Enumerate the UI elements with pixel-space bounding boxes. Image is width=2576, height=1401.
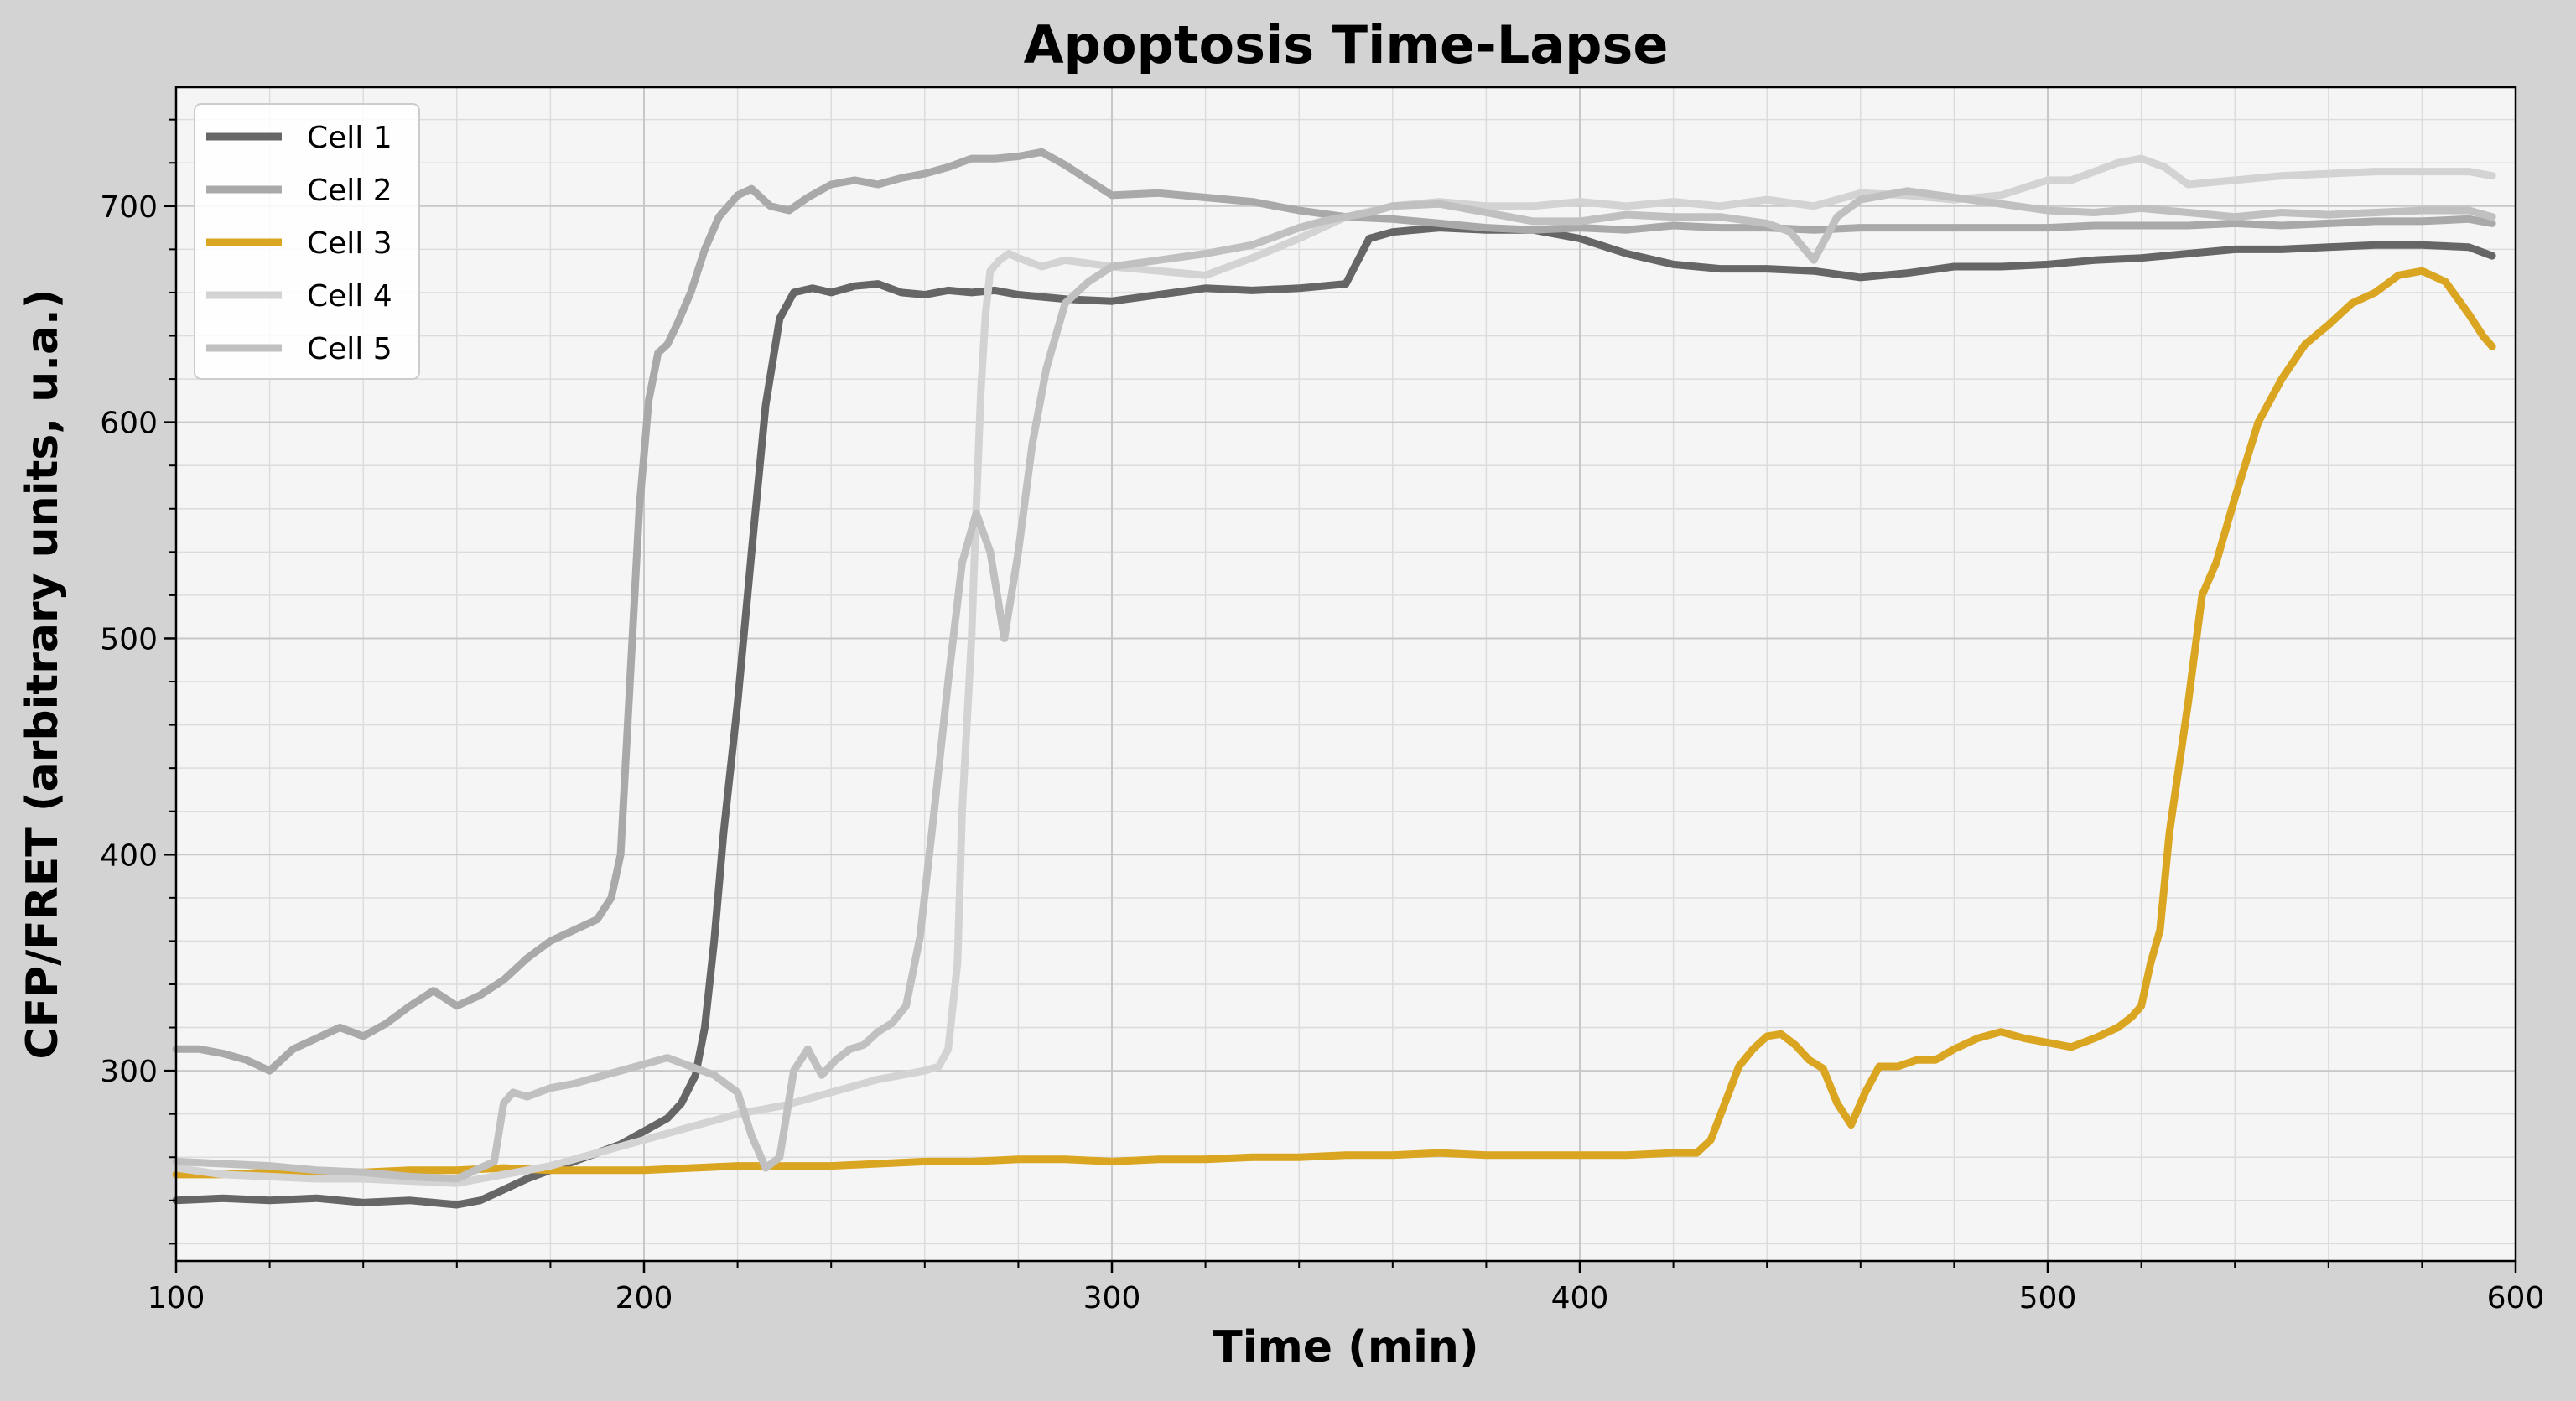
legend-label: Cell 3 (307, 226, 392, 261)
y-axis: 300 400 500 600 700 (100, 118, 176, 1245)
plot-frame (174, 86, 2517, 1263)
x-tick-label: 500 (2019, 1281, 2077, 1315)
y-tick-label: 500 (100, 622, 158, 656)
legend-label: Cell 1 (307, 121, 392, 155)
x-tick-label: 300 (1083, 1281, 1141, 1315)
x-tick-label: 100 (148, 1281, 205, 1315)
y-tick-label: 700 (100, 190, 158, 225)
legend-items: Cell 1 Cell 2 Cell 3 Cell 4 Cell 5 (206, 121, 392, 366)
series-layer (172, 148, 2496, 1209)
series-line-cell-5 (172, 187, 2496, 1183)
minor-grid (176, 87, 2516, 1261)
y-tick-label: 400 (100, 838, 158, 873)
plot-area (176, 87, 2516, 1261)
x-tick-label: 200 (615, 1281, 673, 1315)
legend-label: Cell 5 (307, 332, 392, 366)
y-axis-label: CFP/FRET (arbitrary units, u.a.) (18, 288, 68, 1059)
x-tick-label: 400 (1551, 1281, 1609, 1315)
legend-box (194, 103, 420, 380)
x-axis-label: Time (min) (1213, 1322, 1478, 1372)
legend-label: Cell 4 (307, 279, 392, 314)
x-axis: 100 200 300 400 500 600 (148, 1261, 2545, 1315)
series-line-cell-4 (172, 154, 2496, 1187)
chart-title: Apoptosis Time-Lapse (1024, 14, 1669, 75)
series-line-cell-2 (172, 148, 2496, 1075)
y-tick-label: 600 (100, 407, 158, 441)
x-tick-label: 600 (2487, 1281, 2545, 1315)
legend-label: Cell 2 (307, 174, 392, 208)
y-tick-label: 300 (100, 1055, 158, 1089)
legend: Cell 1 Cell 2 Cell 3 Cell 4 Cell 5 (194, 103, 420, 380)
series-line-cell-3 (172, 267, 2496, 1179)
